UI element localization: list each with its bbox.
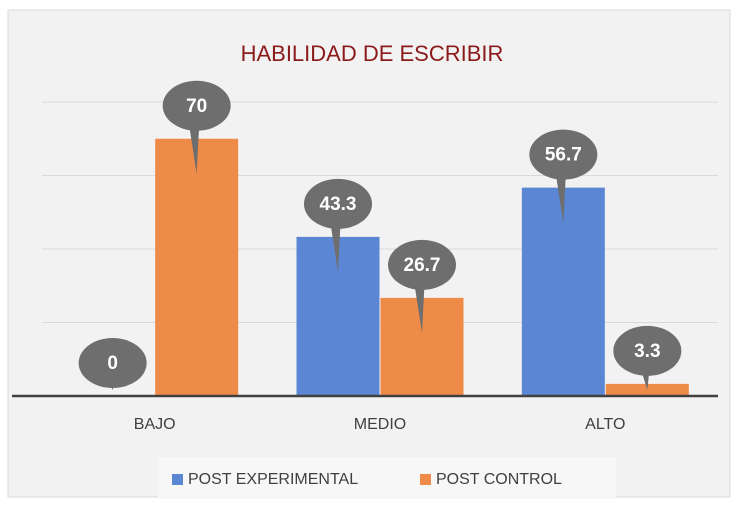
callout-bubble — [304, 178, 372, 229]
legend-box — [158, 457, 616, 499]
data-label: 26.7 — [404, 255, 441, 276]
x-tick-label: BAJO — [134, 416, 176, 433]
data-label: 0 — [107, 353, 118, 374]
data-label: 56.7 — [545, 145, 582, 166]
callout-bubble — [78, 338, 147, 388]
x-tick-label: MEDIO — [354, 416, 406, 433]
legend-label: POST CONTROL — [436, 471, 562, 488]
callout-bubble — [388, 239, 456, 290]
bar — [155, 138, 239, 396]
legend-swatch — [420, 474, 431, 485]
x-tick-label: ALTO — [585, 416, 625, 433]
callout-bubble — [162, 80, 231, 131]
data-label: 43.3 — [320, 194, 357, 215]
legend-swatch — [172, 474, 183, 485]
data-label: 3.3 — [634, 341, 660, 362]
legend-label: POST EXPERIMENTAL — [188, 471, 358, 488]
callout-bubble — [529, 129, 598, 180]
callout-bubble — [613, 325, 682, 376]
data-label: 70 — [186, 96, 207, 117]
chart-title: HABILIDAD DE ESCRIBIR — [241, 41, 504, 66]
